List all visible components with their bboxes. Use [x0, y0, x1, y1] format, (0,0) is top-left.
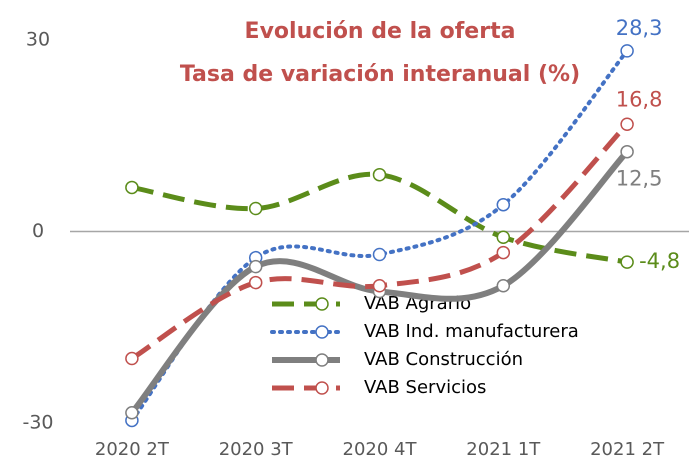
point-marker — [620, 117, 634, 132]
point-marker — [125, 406, 139, 420]
data-label: -4,8 — [639, 249, 680, 273]
data-label: 28,3 — [616, 16, 663, 40]
point-marker — [620, 44, 634, 58]
point-marker — [496, 245, 511, 260]
y-tick-label: 30 — [26, 29, 50, 51]
legend-marker — [315, 381, 329, 395]
x-tick-label: 2021 1T — [466, 439, 541, 460]
legend-label: VAB Servicios — [364, 377, 486, 398]
legend-marker — [315, 325, 329, 339]
legend-marker — [315, 297, 329, 311]
x-tick-label: 2021 2T — [590, 439, 665, 460]
point-marker — [620, 144, 634, 159]
y-tick-label: -30 — [22, 412, 53, 434]
point-marker — [248, 201, 263, 216]
chart-title: Evolución de la oferta — [245, 19, 516, 44]
point-marker — [248, 259, 263, 274]
point-marker — [496, 230, 511, 244]
point-marker — [125, 180, 139, 195]
x-tick-label: 2020 3T — [219, 439, 294, 460]
legend-label: VAB Ind. manufacturera — [364, 321, 579, 342]
point-marker — [496, 197, 511, 212]
legend-marker — [315, 353, 329, 367]
point-marker — [620, 255, 634, 269]
x-tick-label: 2020 4T — [343, 439, 418, 460]
data-label: 16,8 — [616, 87, 663, 111]
chart-subtitle: Tasa de variación interanual (%) — [180, 62, 580, 87]
data-label: 12,5 — [616, 167, 663, 191]
legend-label: VAB Construcción — [364, 349, 523, 370]
x-tick-label: 2020 2T — [95, 439, 170, 460]
point-marker — [125, 351, 139, 366]
point-marker — [372, 279, 387, 293]
point-marker — [372, 167, 387, 182]
point-marker — [372, 247, 387, 262]
y-tick-label: 0 — [32, 220, 44, 242]
point-marker — [496, 279, 511, 293]
point-marker — [248, 275, 263, 290]
